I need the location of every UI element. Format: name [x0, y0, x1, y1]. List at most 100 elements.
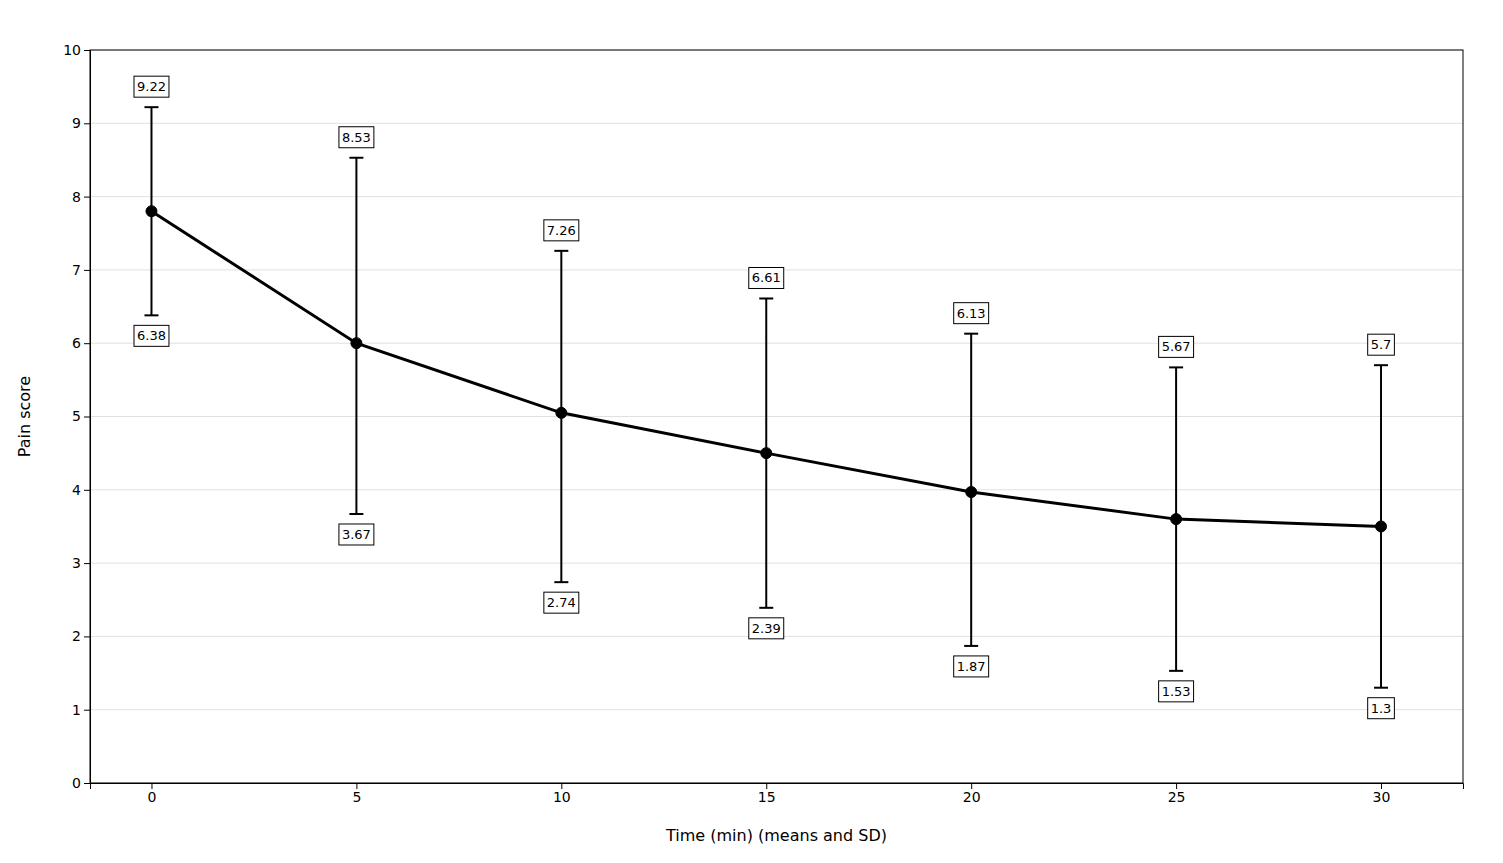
error-cap-lower: [964, 645, 978, 647]
tick: 6: [72, 335, 90, 351]
point: [556, 407, 567, 418]
error-cap-upper: [349, 157, 363, 159]
error-cap-lower: [554, 581, 568, 583]
tick-mark: [84, 710, 90, 711]
value-label-box: [1368, 698, 1395, 719]
error-cap-lower: [144, 314, 158, 316]
value-label: 2.39: [749, 618, 784, 639]
tick: 4: [72, 482, 90, 498]
error-bar: [1374, 365, 1388, 688]
x-axis: 0 5 10 15 20 25 30: [91, 783, 1464, 805]
axis-line: [84, 51, 91, 784]
tick-label: 8: [72, 189, 81, 205]
tick-mark: [84, 343, 90, 344]
value-label-text: 6.61: [752, 270, 781, 285]
tick-label: 3: [72, 555, 81, 571]
error-cap-upper: [144, 106, 158, 108]
tick-label: 5: [352, 789, 361, 805]
value-label-text: 5.7: [1371, 337, 1392, 352]
value-label: 6.13: [954, 303, 989, 324]
value-label-text: 5.67: [1162, 339, 1191, 354]
error-bar-lower: [150, 211, 152, 315]
error-bar-upper: [970, 334, 972, 492]
value-label: 2.74: [544, 592, 579, 613]
grid: [90, 50, 1463, 783]
tick-mark: [84, 783, 90, 784]
value-label-box: [749, 267, 784, 288]
value-label-text: 1.3: [1371, 701, 1392, 716]
tick-label: 25: [1168, 789, 1186, 805]
tick: 0: [72, 775, 90, 791]
grid-line: [90, 489, 1463, 490]
tick-label: 1: [72, 702, 81, 718]
tick: 30: [1373, 783, 1391, 805]
tick-label: 10: [63, 42, 81, 58]
tick-mark: [84, 563, 90, 564]
tick-mark: [84, 417, 90, 418]
value-label: 6.61: [749, 267, 784, 288]
value-label-box: [339, 127, 374, 148]
value-label-box: [749, 618, 784, 639]
line: [151, 211, 1381, 526]
error-bar-upper: [560, 251, 562, 413]
value-label: 9.22: [134, 76, 169, 97]
plot: 0510152025300123456789109.226.388.533.67…: [63, 42, 1463, 805]
value-label-box: [954, 303, 989, 324]
point: [351, 338, 362, 349]
value-label-box: [544, 220, 579, 241]
error-bar-upper: [355, 158, 357, 343]
tick-mark: [84, 270, 90, 271]
axis-line: [91, 784, 1464, 790]
tick: 5: [352, 783, 361, 805]
value-label-text: 8.53: [342, 130, 371, 145]
value-label: 8.53: [339, 127, 374, 148]
value-label: 1.53: [1159, 681, 1194, 702]
error-cap-lower: [349, 513, 363, 515]
error-cap-lower: [1169, 670, 1183, 672]
error-bar-lower: [765, 453, 767, 608]
tick: 7: [72, 262, 90, 278]
error-cap-upper: [759, 297, 773, 299]
error-bar-upper: [765, 298, 767, 453]
error-cap-upper: [1374, 364, 1388, 366]
grid-line: [90, 709, 1463, 710]
value-label-text: 7.26: [547, 223, 576, 238]
value-label: 7.26: [544, 220, 579, 241]
grid-line: [90, 196, 1463, 197]
tick-label: 4: [72, 482, 81, 498]
error-bar: [554, 251, 568, 582]
error-bar-lower: [560, 413, 562, 582]
point: [1376, 521, 1387, 532]
error-bar-lower: [355, 343, 357, 514]
value-label-text: 6.38: [137, 328, 166, 343]
error-bar: [349, 158, 363, 514]
tick-label: 10: [553, 789, 571, 805]
value-label: 1.87: [954, 656, 989, 677]
value-label-box: [1159, 336, 1194, 357]
value-label-box: [1159, 681, 1194, 702]
tick-mark: [84, 197, 90, 198]
tick: 2: [72, 628, 90, 644]
tick: 20: [963, 783, 981, 805]
point: [966, 486, 977, 497]
error-cap-upper: [964, 333, 978, 335]
value-label-text: 9.22: [137, 79, 166, 94]
chart: 0510152025300123456789109.226.388.533.67…: [0, 0, 1503, 863]
value-label: 1.3: [1368, 698, 1395, 719]
value-label-text: 6.13: [957, 306, 986, 321]
tick-mark: [84, 50, 90, 51]
tick-label: 15: [758, 789, 776, 805]
point: [761, 448, 772, 459]
error-bar: [1169, 367, 1183, 670]
error-bar: [964, 334, 978, 646]
error-cap-lower: [759, 607, 773, 609]
tick: 15: [758, 783, 776, 805]
x-axis-title: Time (min) (means and SD): [665, 826, 887, 845]
value-label-text: 3.67: [342, 527, 371, 542]
tick: 0: [148, 783, 157, 805]
tick-label: 2: [72, 628, 81, 644]
error-cap-lower: [1374, 687, 1388, 689]
error-bar-upper: [1175, 367, 1177, 519]
value-label-box: [544, 592, 579, 613]
tick-label: 0: [72, 775, 81, 791]
